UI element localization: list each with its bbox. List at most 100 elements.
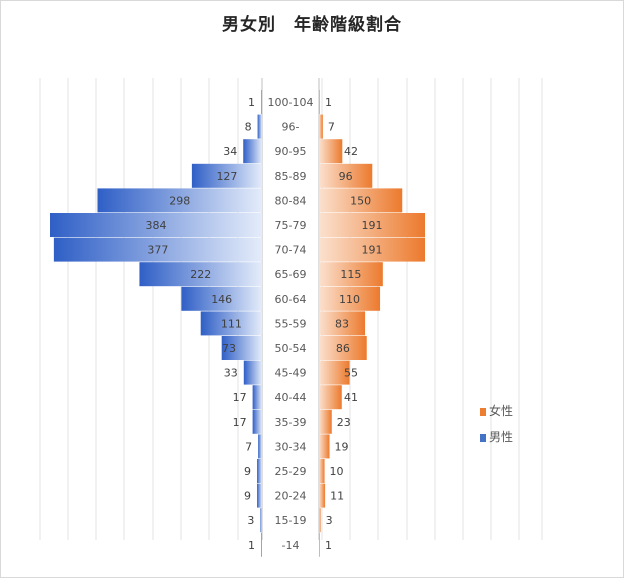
category-label: 60-64 — [275, 293, 307, 306]
female-bar-65-69 — [319, 262, 383, 287]
female-bar-35-39 — [319, 409, 332, 434]
female-data-label: 110 — [339, 293, 360, 306]
category-label: 40-44 — [275, 391, 307, 404]
male-data-label: 17 — [233, 416, 247, 429]
chart-title: 男女別 年齢階級割合 — [222, 15, 402, 35]
male-data-label: 1 — [248, 539, 255, 552]
female-bar-25-29 — [319, 459, 325, 483]
male-data-label: 377 — [147, 244, 168, 257]
category-label: 50-54 — [275, 342, 307, 355]
male-bar-55-59 — [200, 311, 262, 336]
female-data-label: 150 — [350, 194, 371, 207]
female-data-label: 1 — [325, 96, 332, 109]
male-data-label: 9 — [244, 465, 251, 478]
legend-item-female: 女性 — [480, 402, 513, 419]
male-bar-15-19 — [260, 508, 262, 533]
female-data-label: 41 — [344, 391, 358, 404]
female-data-label: 191 — [362, 219, 383, 232]
male-data-label: 8 — [245, 121, 252, 134]
male-data-label: 3 — [247, 514, 254, 527]
female-bar-20-24 — [319, 483, 326, 508]
category-label: 15-19 — [275, 514, 307, 527]
female-data-label: 191 — [362, 244, 383, 257]
category-label: 45-49 — [275, 367, 307, 380]
female-bar--14 — [319, 532, 320, 557]
male-bar-25-29 — [257, 459, 262, 483]
male-data-label: 111 — [221, 317, 242, 330]
male-data-label: 73 — [222, 342, 236, 355]
female-bar-30-34 — [319, 434, 330, 459]
female-data-label: 96 — [339, 170, 353, 183]
male-data-label: 34 — [223, 145, 237, 158]
male-bar-45-49 — [243, 360, 262, 385]
category-label: 80-84 — [275, 194, 307, 207]
male-data-label: 384 — [146, 219, 167, 232]
category-label-band — [262, 78, 319, 540]
male-bar-70-74 — [53, 237, 263, 262]
legend-item-male: 男性 — [480, 428, 513, 445]
female-bar-85-89 — [319, 163, 373, 188]
female-bar-75-79 — [319, 213, 425, 237]
category-label: 30-34 — [275, 440, 307, 453]
category-label: 25-29 — [275, 465, 307, 478]
male-bar-96- — [257, 114, 262, 139]
male-bar-65-69 — [139, 262, 262, 287]
female-data-label: 55 — [344, 367, 358, 380]
category-label: 70-74 — [275, 244, 307, 257]
male-bar-90-95 — [243, 139, 262, 164]
male-data-label: 7 — [245, 440, 252, 453]
female-data-label: 42 — [344, 145, 358, 158]
male-bar-40-44 — [252, 385, 262, 410]
category-label: 90-95 — [275, 145, 307, 158]
female-data-label: 10 — [330, 465, 344, 478]
female-bar-15-19 — [319, 508, 321, 533]
female-bar-50-54 — [319, 336, 367, 360]
female-bar-40-44 — [319, 385, 342, 410]
female-data-label: 115 — [340, 268, 361, 281]
category-label: -14 — [282, 539, 300, 552]
female-data-label: 86 — [336, 342, 350, 355]
male-bar-50-54 — [221, 336, 262, 360]
female-data-label: 7 — [328, 121, 335, 134]
legend-swatch-female — [480, 408, 486, 416]
category-label: 20-24 — [275, 490, 307, 503]
male-data-label: 222 — [190, 268, 211, 281]
male-data-label: 298 — [169, 194, 190, 207]
male-bar-20-24 — [257, 483, 262, 508]
category-label: 100-104 — [268, 96, 314, 109]
legend-swatch-male — [480, 434, 486, 442]
female-bar-55-59 — [319, 311, 366, 336]
male-data-label: 1 — [248, 96, 255, 109]
male-data-label: 9 — [244, 490, 251, 503]
female-bar-100-104 — [319, 90, 320, 114]
female-data-label: 3 — [326, 514, 333, 527]
male-bar-100-104 — [261, 90, 262, 114]
male-bar-35-39 — [252, 409, 262, 434]
female-bar-96- — [319, 114, 323, 139]
female-data-label: 1 — [325, 539, 332, 552]
female-bar-90-95 — [319, 139, 343, 164]
category-label: 96- — [282, 121, 300, 134]
female-bar-70-74 — [319, 237, 425, 262]
male-data-label: 127 — [216, 170, 237, 183]
female-data-label: 11 — [330, 490, 344, 503]
female-bar-80-84 — [319, 188, 403, 213]
female-data-label: 19 — [335, 440, 349, 453]
category-label: 85-89 — [275, 170, 307, 183]
male-bar-60-64 — [181, 286, 262, 311]
male-data-label: 17 — [233, 391, 247, 404]
male-bar-75-79 — [50, 213, 262, 237]
legend-label-male: 男性 — [489, 430, 514, 444]
male-bar-85-89 — [191, 163, 262, 188]
female-bar-60-64 — [319, 286, 381, 311]
category-label: 65-69 — [275, 268, 307, 281]
female-data-label: 83 — [335, 317, 349, 330]
male-bar-80-84 — [97, 188, 263, 213]
male-data-label: 33 — [224, 367, 238, 380]
male-data-label: 146 — [211, 293, 232, 306]
category-label: 55-59 — [275, 317, 307, 330]
male-bar-30-34 — [258, 434, 262, 459]
category-label: 75-79 — [275, 219, 307, 232]
male-bar--14 — [261, 532, 262, 557]
